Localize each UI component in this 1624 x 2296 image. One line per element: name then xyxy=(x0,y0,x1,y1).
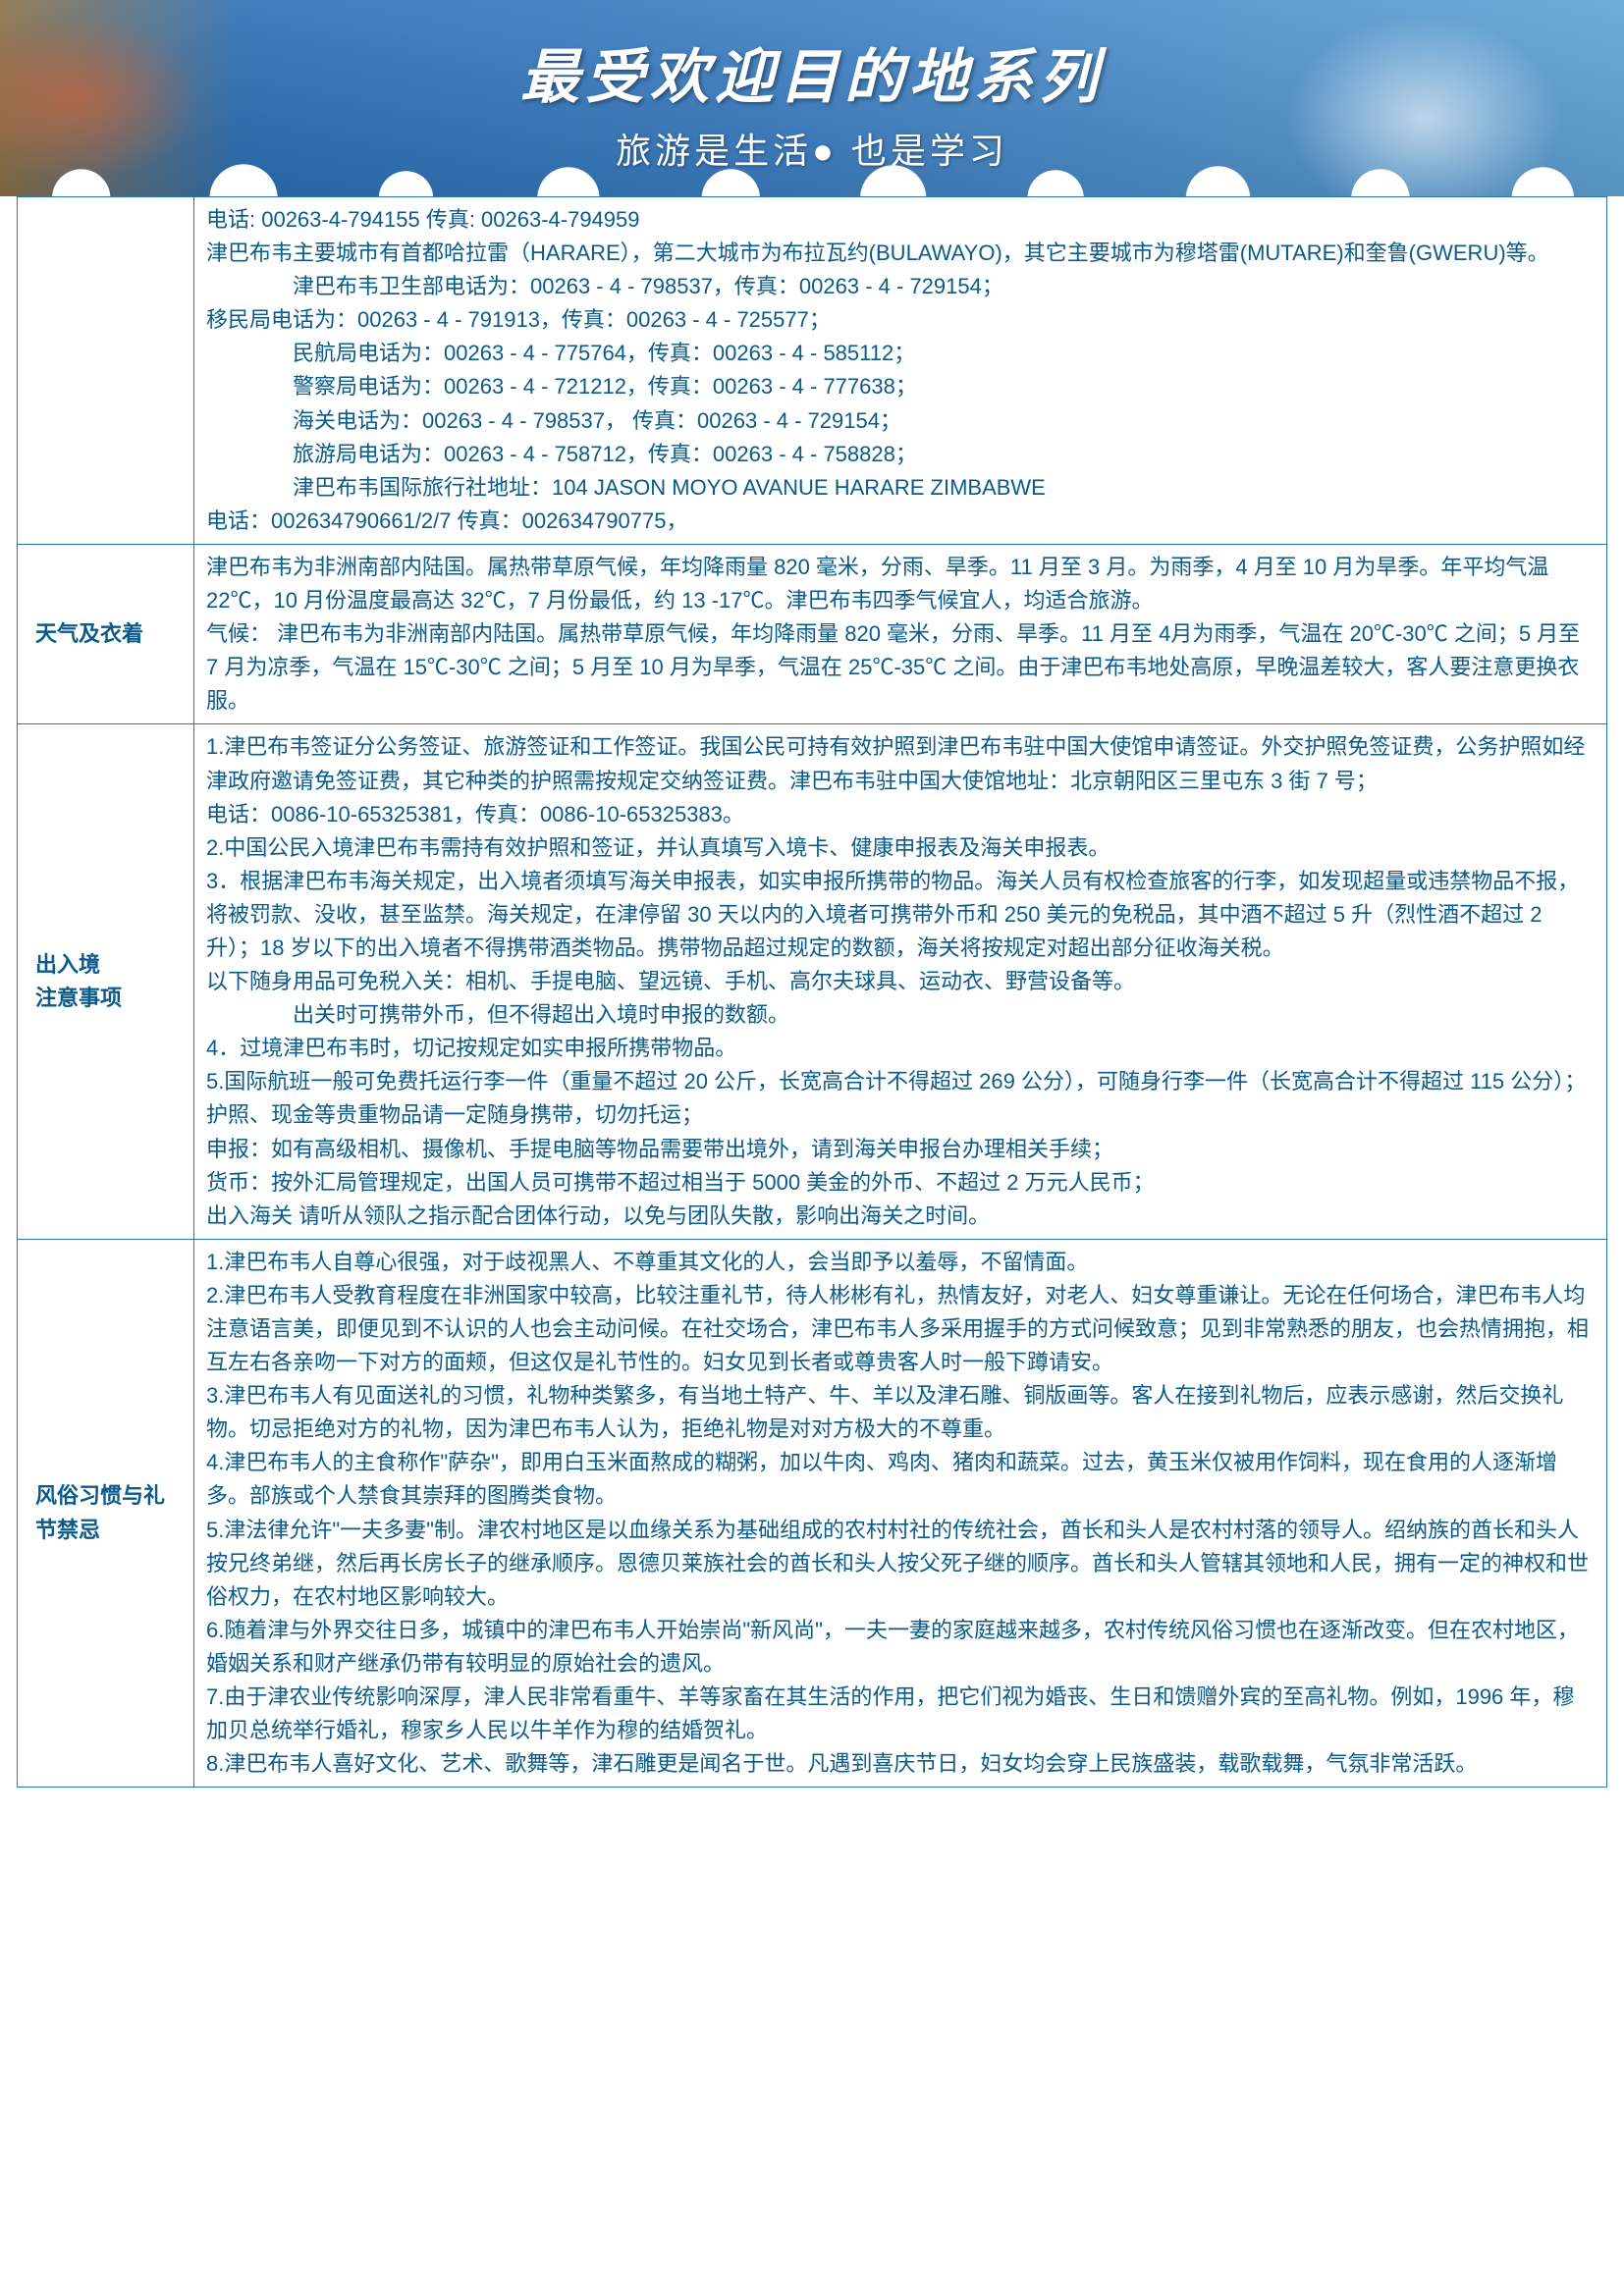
banner-clouds xyxy=(0,159,1624,196)
body-line: 津巴布韦国际旅行社地址：104 JASON MOYO AVANUE HARARE… xyxy=(206,471,1595,505)
row-label: 出入境注意事项 xyxy=(18,724,194,1239)
body-line: 货币：按外汇局管理规定，出国人员可携带不超过相当于 5000 美金的外币、不超过… xyxy=(206,1166,1595,1200)
body-line: 电话：002634790661/2/7 传真：002634790775， xyxy=(206,505,1595,538)
table-row: 风俗习惯与礼节禁忌 1.津巴布韦人自尊心很强，对于歧视黑人、不尊重其文化的人，会当… xyxy=(18,1239,1607,1788)
row-body: 1.津巴布韦签证分公务签证、旅游签证和工作签证。我国公民可持有效护照到津巴布韦驻… xyxy=(194,724,1607,1239)
banner-title: 最受欢迎目的地系列 xyxy=(520,29,1104,115)
body-line: 海关电话为：00263 - 4 - 798537， 传真：00263 - 4 -… xyxy=(206,404,1595,438)
body-line: 3.津巴布韦人有见面送礼的习惯，礼物种类繁多，有当地土特产、牛、羊以及津石雕、铜… xyxy=(206,1379,1595,1446)
body-line: 出入海关 请听从领队之指示配合团体行动，以免与团队失散，影响出海关之时间。 xyxy=(206,1200,1595,1233)
body-line: 2.中国公民入境津巴布韦需持有效护照和签证，并认真填写入境卡、健康申报表及海关申… xyxy=(206,831,1595,865)
body-line: 5.津法律允许"一夫多妻"制。津农村地区是以血缘关系为基础组成的农村村社的传统社… xyxy=(206,1514,1595,1614)
table-row: 电话: 00263-4-794155 传真: 00263-4-794959津巴布… xyxy=(18,197,1607,545)
body-line: 7.由于津农业传统影响深厚，津人民非常看重牛、羊等家畜在其生活的作用，把它们视为… xyxy=(206,1681,1595,1747)
body-line: 申报：如有高级相机、摄像机、手提电脑等物品需要带出境外，请到海关申报台办理相关手… xyxy=(206,1133,1595,1166)
body-line: 1.津巴布韦签证分公务签证、旅游签证和工作签证。我国公民可持有效护照到津巴布韦驻… xyxy=(206,730,1595,797)
body-line: 1.津巴布韦人自尊心很强，对于歧视黑人、不尊重其文化的人，会当即予以羞辱，不留情… xyxy=(206,1246,1595,1279)
info-table: 电话: 00263-4-794155 传真: 00263-4-794959津巴布… xyxy=(17,196,1607,1788)
body-line: 2.津巴布韦人受教育程度在非洲国家中较高，比较注重礼节，待人彬彬有礼，热情友好，… xyxy=(206,1279,1595,1379)
body-line: 4.津巴布韦人的主食称作"萨杂"，即用白玉米面熬成的糊粥，加以牛肉、鸡肉、猪肉和… xyxy=(206,1446,1595,1513)
body-line: 电话: 00263-4-794155 传真: 00263-4-794959 xyxy=(206,203,1595,237)
body-line: 电话：0086-10-65325381，传真：0086-10-65325383。 xyxy=(206,798,1595,831)
body-line: 护照、现金等贵重物品请一定随身携带，切勿托运； xyxy=(206,1098,1595,1132)
body-line: 6.随着津与外界交往日多，城镇中的津巴布韦人开始崇尚"新风尚"，一夫一妻的家庭越… xyxy=(206,1614,1595,1681)
row-label: 风俗习惯与礼节禁忌 xyxy=(18,1239,194,1788)
body-line: 3．根据津巴布韦海关规定，出入境者须填写海关申报表，如实申报所携带的物品。海关人… xyxy=(206,865,1595,965)
body-line: 移民局电话为：00263 - 4 - 791913，传真：00263 - 4 -… xyxy=(206,303,1595,337)
body-line: 气候： 津巴布韦为非洲南部内陆国。属热带草原气候，年均降雨量 820 毫米，分雨… xyxy=(206,617,1595,718)
body-line: 以下随身用品可免税入关：相机、手提电脑、望远镜、手机、高尔夫球具、运动衣、野营设… xyxy=(206,965,1595,998)
body-line: 津巴布韦卫生部电话为：00263 - 4 - 798537，传真：00263 -… xyxy=(206,270,1595,303)
row-body: 电话: 00263-4-794155 传真: 00263-4-794959津巴布… xyxy=(194,197,1607,545)
table-row: 天气及衣着津巴布韦为非洲南部内陆国。属热带草原气候，年均降雨量 820 毫米，分… xyxy=(18,544,1607,723)
row-label xyxy=(18,197,194,545)
body-line: 津巴布韦为非洲南部内陆国。属热带草原气候，年均降雨量 820 毫米，分雨、旱季。… xyxy=(206,551,1595,617)
body-line: 4．过境津巴布韦时，切记按规定如实申报所携带物品。 xyxy=(206,1032,1595,1065)
body-line: 出关时可携带外币，但不得超出入境时申报的数额。 xyxy=(206,998,1595,1032)
row-body: 津巴布韦为非洲南部内陆国。属热带草原气候，年均降雨量 820 毫米，分雨、旱季。… xyxy=(194,544,1607,723)
body-line: 8.津巴布韦人喜好文化、艺术、歌舞等，津石雕更是闻名于世。凡遇到喜庆节日，妇女均… xyxy=(206,1747,1595,1781)
banner: 最受欢迎目的地系列 旅游是生活● 也是学习 xyxy=(0,0,1624,196)
body-line: 警察局电话为：00263 - 4 - 721212，传真：00263 - 4 -… xyxy=(206,370,1595,403)
row-body: 1.津巴布韦人自尊心很强，对于歧视黑人、不尊重其文化的人，会当即予以羞辱，不留情… xyxy=(194,1239,1607,1788)
body-line: 津巴布韦主要城市有首都哈拉雷（HARARE），第二大城市为布拉瓦约(BULAWA… xyxy=(206,237,1595,270)
row-label: 天气及衣着 xyxy=(18,544,194,723)
table-row: 出入境注意事项1.津巴布韦签证分公务签证、旅游签证和工作签证。我国公民可持有效护… xyxy=(18,724,1607,1239)
body-line: 5.国际航班一般可免费托运行李一件（重量不超过 20 公斤，长宽高合计不得超过 … xyxy=(206,1065,1595,1098)
body-line: 旅游局电话为：00263 - 4 - 758712，传真：00263 - 4 -… xyxy=(206,438,1595,471)
body-line: 民航局电话为：00263 - 4 - 775764，传真：00263 - 4 -… xyxy=(206,337,1595,370)
